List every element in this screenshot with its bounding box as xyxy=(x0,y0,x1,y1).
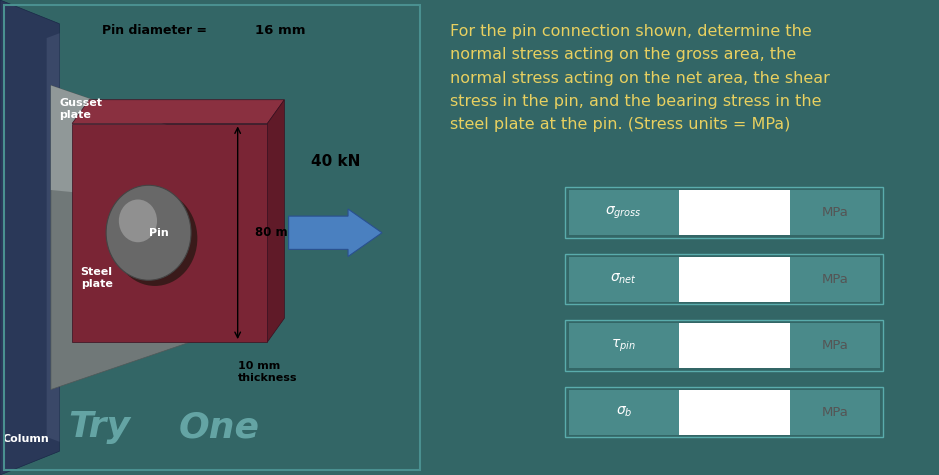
Bar xyxy=(679,390,790,435)
Bar xyxy=(679,256,790,302)
Bar xyxy=(679,190,790,235)
Text: Column: Column xyxy=(2,434,49,445)
Text: $\sigma_b$: $\sigma_b$ xyxy=(616,405,632,419)
Text: Pin: Pin xyxy=(149,228,169,238)
Text: For the pin connection shown, determine the
normal stress acting on the gross ar: For the pin connection shown, determine … xyxy=(450,24,830,133)
Polygon shape xyxy=(47,33,59,442)
Text: Pin diameter =: Pin diameter = xyxy=(101,24,207,38)
Text: One: One xyxy=(178,410,259,445)
Text: 80 mm: 80 mm xyxy=(254,226,300,239)
Bar xyxy=(568,390,679,435)
Text: $\sigma_{net}$: $\sigma_{net}$ xyxy=(610,272,638,286)
Polygon shape xyxy=(0,0,59,475)
Text: 16 mm: 16 mm xyxy=(254,24,305,38)
Text: Gusset
plate: Gusset plate xyxy=(59,98,102,121)
Bar xyxy=(568,323,679,368)
Text: Try: Try xyxy=(68,410,130,445)
Polygon shape xyxy=(72,100,285,124)
Circle shape xyxy=(119,200,157,242)
Text: MPa: MPa xyxy=(822,406,848,418)
Text: MPa: MPa xyxy=(822,339,848,352)
Text: 40 kN: 40 kN xyxy=(311,154,360,169)
Text: $\tau_{pin}$: $\tau_{pin}$ xyxy=(611,337,637,354)
Bar xyxy=(72,124,268,342)
Text: 10 mm
thickness: 10 mm thickness xyxy=(238,361,297,383)
Text: MPa: MPa xyxy=(822,206,848,219)
Polygon shape xyxy=(268,100,285,342)
Bar xyxy=(568,190,679,235)
Text: $\sigma_{gross}$: $\sigma_{gross}$ xyxy=(606,204,642,221)
Bar xyxy=(679,323,790,368)
Bar xyxy=(790,190,880,235)
Bar xyxy=(790,323,880,368)
FancyArrow shape xyxy=(288,209,382,256)
Circle shape xyxy=(106,185,191,280)
Text: Steel
plate: Steel plate xyxy=(81,266,113,289)
Bar xyxy=(790,256,880,302)
Polygon shape xyxy=(51,86,246,209)
Polygon shape xyxy=(51,86,246,389)
Bar xyxy=(568,256,679,302)
Bar xyxy=(790,390,880,435)
Text: MPa: MPa xyxy=(822,273,848,285)
Circle shape xyxy=(113,191,197,286)
